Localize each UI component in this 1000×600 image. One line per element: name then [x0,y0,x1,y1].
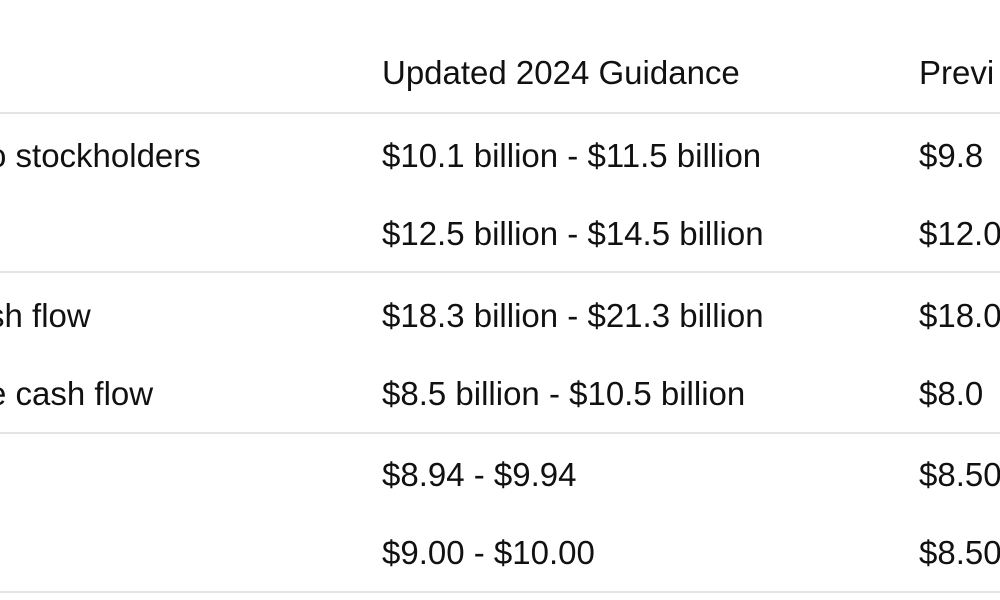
table-row: $8.94 - $9.94 $8.50 [0,436,1000,514]
table-row: e cash flow $8.5 billion - $10.5 billion… [0,355,1000,433]
group-divider [0,432,1000,434]
previous-guidance-cell: $8.0 [919,375,984,412]
table-row: sh flow $18.3 billion - $21.3 billion $1… [0,277,1000,355]
updated-guidance-cell: $18.3 billion - $21.3 billion [382,297,764,334]
header-cell-updated-guidance: Updated 2024 Guidance [382,54,740,91]
metric-cell: sh flow [0,297,91,334]
updated-guidance-cell: $12.5 billion - $14.5 billion [382,215,764,252]
updated-guidance-cell: $9.00 - $10.00 [382,534,595,571]
updated-guidance-cell: $8.94 - $9.94 [382,456,577,493]
table-row: $9.00 - $10.00 $8.50 [0,514,1000,592]
metric-cell: o stockholders [0,137,201,174]
previous-guidance-cell: $12.0 [919,215,1000,252]
table-row: o stockholders $10.1 billion - $11.5 bil… [0,117,1000,195]
table-row: $12.5 billion - $14.5 billion $12.0 [0,195,1000,273]
group-divider [0,271,1000,273]
metric-cell: e cash flow [0,375,154,412]
previous-guidance-cell: $8.50 [919,534,1000,571]
previous-guidance-cell: $8.50 [919,456,1000,493]
header-divider [0,112,1000,114]
header-cell-previous-guidance: Previ [919,54,995,91]
previous-guidance-cell: $18.0 [919,297,1000,334]
previous-guidance-cell: $9.8 [919,137,984,174]
updated-guidance-cell: $10.1 billion - $11.5 billion [382,137,762,174]
table-bottom-divider [0,591,1000,593]
updated-guidance-cell: $8.5 billion - $10.5 billion [382,375,746,412]
table-header-row: Updated 2024 Guidance Previ [0,34,1000,112]
